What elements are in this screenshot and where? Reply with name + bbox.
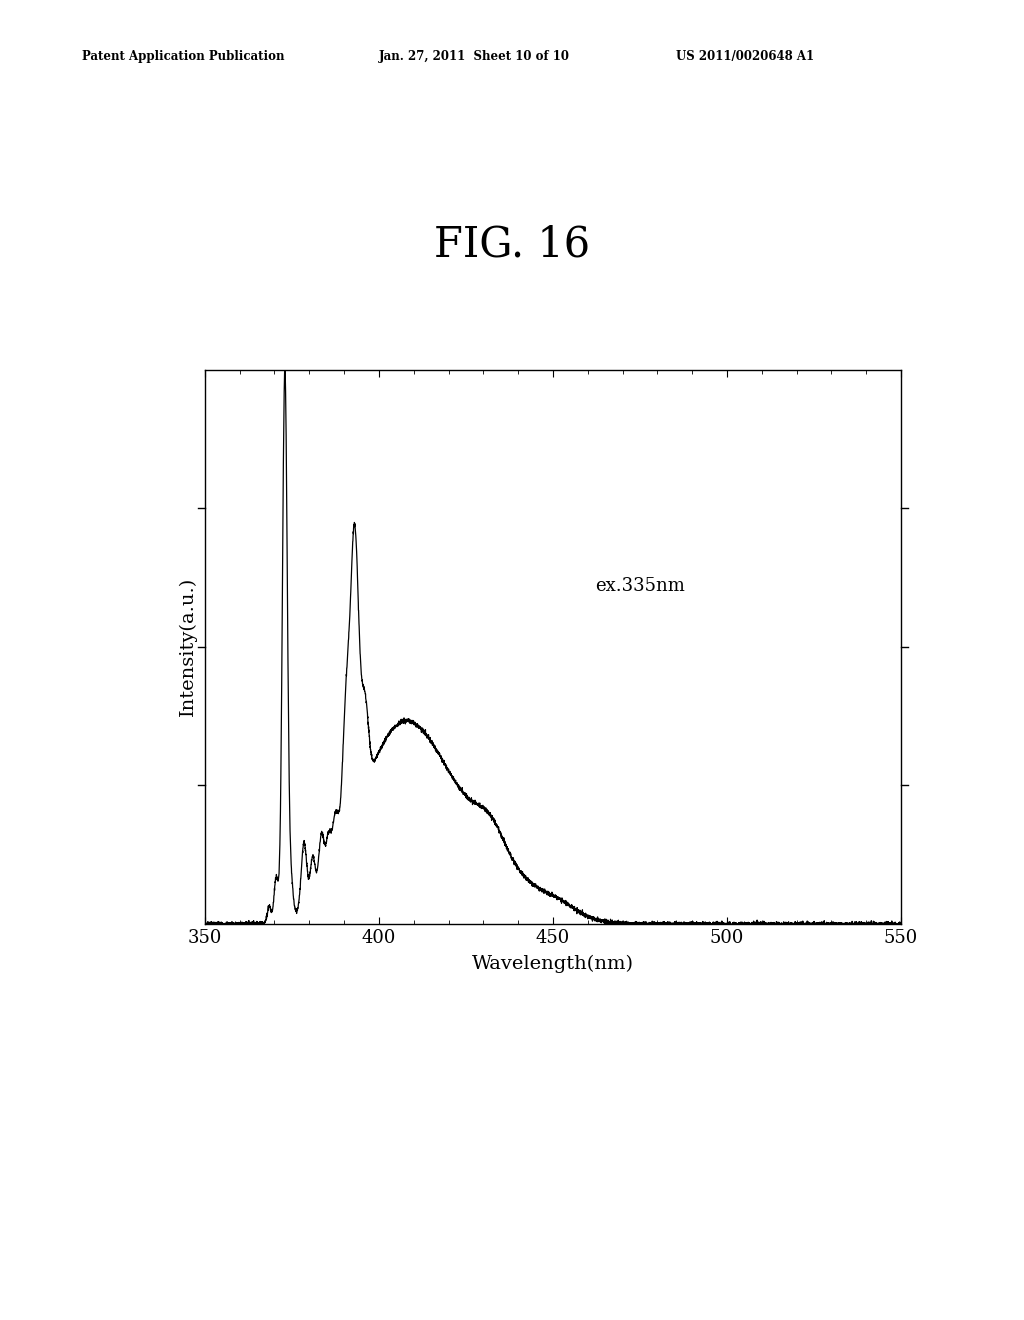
Text: Patent Application Publication: Patent Application Publication xyxy=(82,50,285,63)
Text: ex.335nm: ex.335nm xyxy=(595,577,685,595)
Y-axis label: Intensity(a.u.): Intensity(a.u.) xyxy=(178,577,197,717)
Text: US 2011/0020648 A1: US 2011/0020648 A1 xyxy=(676,50,814,63)
Text: Jan. 27, 2011  Sheet 10 of 10: Jan. 27, 2011 Sheet 10 of 10 xyxy=(379,50,570,63)
Text: FIG. 16: FIG. 16 xyxy=(434,223,590,265)
X-axis label: Wavelength(nm): Wavelength(nm) xyxy=(472,956,634,973)
